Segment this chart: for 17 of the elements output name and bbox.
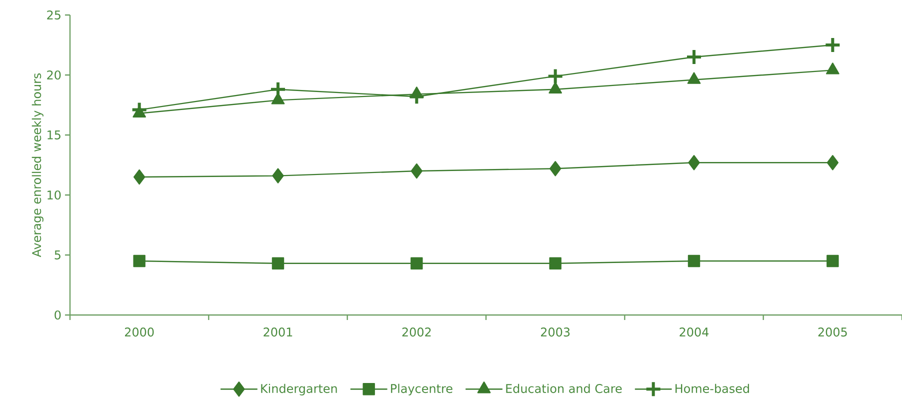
y-tick-label: 25 [47,10,60,20]
legend-label: Education and Care [506,384,622,394]
legend-label: Playcentre [391,384,452,396]
y-tick-label: 5 [54,250,60,260]
x-tick-label: 2001 [264,328,292,337]
x-tick-label: 2002 [402,328,431,337]
legend-label: Home-based [676,384,749,394]
x-tick-label: 2000 [124,328,154,337]
x-tick-label: 2005 [818,328,847,337]
y-tick-label: 0 [54,310,61,320]
legend-label: Kindergarten [261,384,337,396]
y-axis-title: Average enrolled weekly hours [32,73,44,258]
y-tick-label: 15 [48,130,60,140]
x-tick-label: 2003 [541,328,570,337]
y-tick-label: 10 [48,190,61,200]
y-tick-label: 20 [47,70,61,80]
x-tick-label: 2004 [680,328,709,337]
